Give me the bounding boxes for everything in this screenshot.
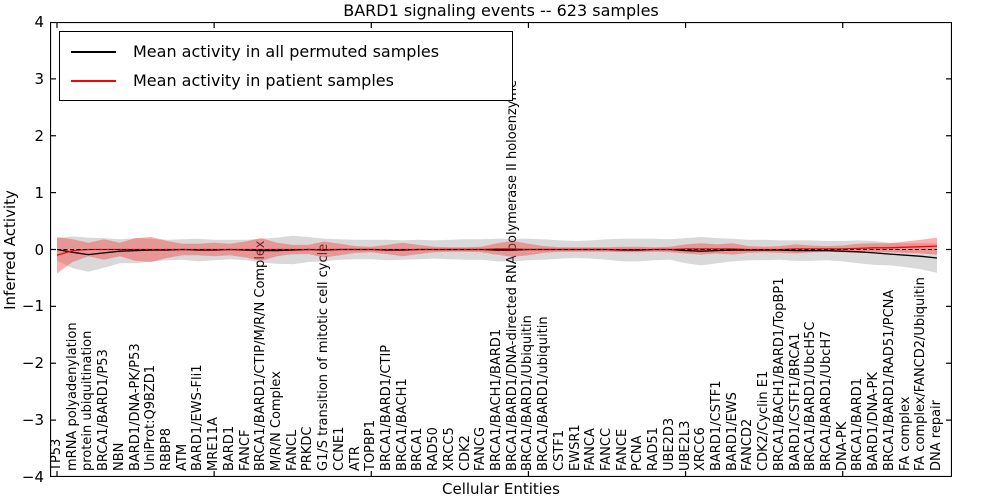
x-tick-label: BRCA1/BARD1/DNA-directed RNA polymerase … bbox=[504, 79, 520, 471]
x-tick-label: TP53 bbox=[49, 438, 64, 471]
x-tick-label: FANCA bbox=[583, 428, 599, 471]
x-tick-label: BARD1/EWS-Fli1 bbox=[190, 364, 206, 472]
x-tick-label: BARD1/CSTF1/BRCA1 bbox=[787, 332, 803, 471]
x-tick-label: BRCA1/BARD1/P53 bbox=[96, 349, 112, 471]
x-tick-label: BRCA1/BARD1/CTIP bbox=[379, 344, 394, 471]
x-tick-label: DNA repair bbox=[929, 400, 944, 471]
x-axis-label: Cellular Entities bbox=[442, 480, 560, 498]
x-tick-label: BRCA1/BACH1 bbox=[394, 378, 410, 471]
x-tick-label: BRCA1/BACH1/BARD1/TopBP1 bbox=[771, 277, 787, 471]
y-tick-label: −4 bbox=[21, 468, 44, 486]
x-tick-label: BRCA1/BARD1/CTIP/M/R/N Complex bbox=[253, 240, 269, 471]
x-tick-label: FA complex/FANCD2/Ubiquitin bbox=[913, 277, 929, 471]
legend-entry: Mean activity in patient samples bbox=[60, 66, 512, 95]
x-tick-label: BRCA1/BARD1/ubiquitin bbox=[536, 316, 552, 471]
x-tick-label: FANCF bbox=[237, 429, 253, 471]
chart-title: BARD1 signaling events -- 623 samples bbox=[343, 1, 659, 20]
series-line-0 bbox=[56, 248, 938, 259]
x-tick-label: RAD51 bbox=[646, 427, 662, 471]
legend-line-sample bbox=[71, 50, 116, 53]
x-tick-label: FANCL bbox=[284, 429, 300, 471]
x-tick-label: BRCA1/BARD1/UbcH5C bbox=[803, 321, 819, 471]
x-tick-label: protein ubiquitination bbox=[80, 330, 96, 471]
x-tick-label: NBN bbox=[111, 442, 127, 471]
x-tick-label: M/R/N Complex bbox=[269, 371, 284, 471]
x-tick-label: BRCA1/BACH1/BARD1 bbox=[489, 328, 504, 471]
x-tick-label: BRCA1 bbox=[410, 427, 426, 471]
x-tick-label: BRCA1/BARD1/Ubiquitin bbox=[520, 315, 536, 471]
legend-entry: Mean activity in all permuted samples bbox=[60, 37, 512, 66]
x-tick-label: BARD1 bbox=[221, 425, 237, 471]
y-tick-label: 4 bbox=[34, 13, 44, 31]
x-tick-label: RAD50 bbox=[426, 427, 442, 471]
x-tick-label: ATR bbox=[347, 446, 363, 471]
x-tick-label: BARD1/CSTF1 bbox=[709, 380, 724, 471]
x-tick-label: RBBP8 bbox=[159, 428, 174, 471]
x-tick-label: BARD1/EWS bbox=[724, 392, 740, 471]
series-line-1 bbox=[56, 245, 938, 256]
x-tick-label: CDK2 bbox=[457, 435, 473, 471]
x-tick-label: DNA-PK bbox=[834, 421, 850, 471]
x-tick-label: FANCD2 bbox=[740, 418, 756, 471]
x-tick-label: FANCE bbox=[614, 428, 630, 471]
x-tick-label: FANCG bbox=[473, 426, 489, 471]
x-tick-label: CSTF1 bbox=[551, 429, 567, 471]
x-tick-label: UniProt:Q9BZD1 bbox=[143, 364, 159, 471]
x-tick-label: PRKDC bbox=[300, 426, 316, 471]
legend: Mean activity in all permuted samples Mea… bbox=[59, 31, 513, 101]
y-tick-label: 0 bbox=[34, 240, 44, 259]
x-tick-label: G1/S transition of mitotic cell cycle bbox=[316, 243, 332, 471]
x-tick-label: BARD1/DNA-PK/P53 bbox=[127, 343, 143, 471]
x-tick-label: FA complex bbox=[897, 396, 913, 471]
x-tick-label: PCNA bbox=[630, 435, 646, 471]
x-tick-label: CDK2/Cyclin E1 bbox=[756, 370, 772, 471]
legend-line-sample bbox=[71, 79, 116, 82]
x-tick-label: MRE11A bbox=[206, 417, 222, 471]
y-tick-label: 1 bbox=[34, 183, 44, 202]
x-tick-label: mRNA polyadenylation bbox=[64, 322, 80, 471]
x-tick-label: BARD1/DNA-PK bbox=[866, 372, 882, 471]
y-axis-label: Inferred Activity bbox=[1, 190, 19, 310]
legend-label: Mean activity in patient samples bbox=[133, 71, 394, 90]
x-tick-label: FANCC bbox=[599, 427, 614, 471]
x-tick-label: BRCA1/BARD1/UbcH7 bbox=[819, 330, 834, 471]
x-tick-label: TOPBP1 bbox=[363, 419, 379, 471]
x-tick-label: XRCC6 bbox=[693, 427, 709, 471]
x-tick-label: EWSR1 bbox=[567, 424, 583, 471]
y-tick-label: 3 bbox=[34, 69, 44, 88]
y-tick-label: −2 bbox=[21, 354, 44, 373]
band-0 bbox=[57, 235, 937, 273]
x-tick-label: XRCC5 bbox=[441, 427, 457, 471]
y-tick-label: −3 bbox=[21, 411, 44, 430]
legend-label: Mean activity in all permuted samples bbox=[133, 42, 440, 61]
y-tick-label: 2 bbox=[34, 126, 44, 145]
x-tick-label: UBE2D3 bbox=[661, 417, 677, 471]
x-tick-label: UBE2L3 bbox=[677, 420, 693, 471]
y-tick-label: −1 bbox=[21, 297, 44, 316]
x-tick-label: BRCA1/BARD1/RAD51/PCNA bbox=[881, 289, 897, 471]
x-tick-label: BRCA1/BARD1 bbox=[850, 377, 866, 471]
x-tick-label: CCNE1 bbox=[331, 426, 347, 471]
x-tick-label: ATM bbox=[174, 443, 190, 471]
band-1 bbox=[57, 237, 937, 274]
